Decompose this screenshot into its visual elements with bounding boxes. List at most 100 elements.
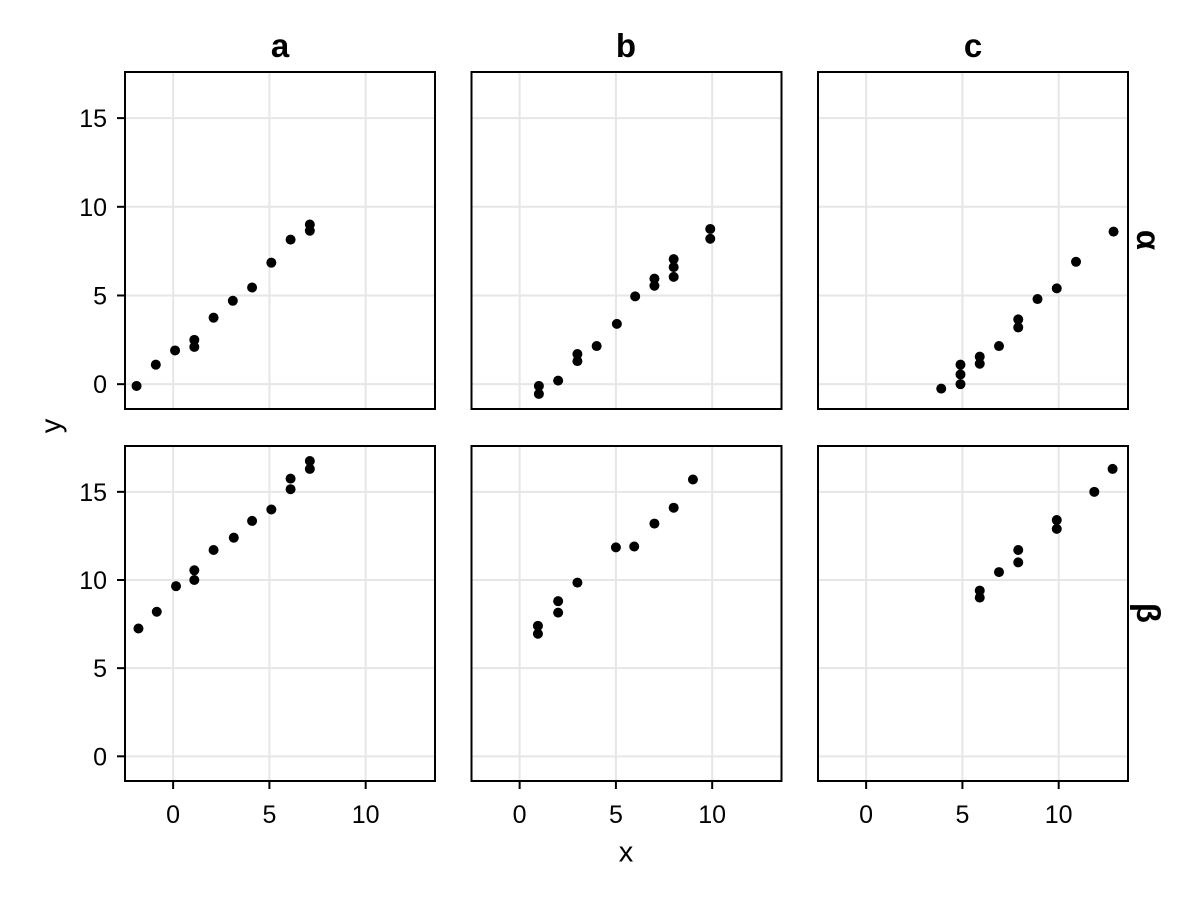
data-point [974, 358, 985, 369]
panel-border-c-β [817, 445, 1129, 782]
data-point [1013, 322, 1024, 333]
data-point [591, 341, 602, 352]
data-point [668, 271, 679, 282]
data-point [208, 545, 219, 556]
data-point [553, 596, 564, 607]
data-point [227, 295, 238, 306]
data-point [208, 312, 219, 323]
data-point [532, 620, 543, 631]
data-point [532, 628, 543, 639]
data-point [955, 369, 966, 380]
data-point [189, 575, 200, 585]
data-point [668, 254, 679, 265]
data-point [304, 455, 315, 466]
x-tick-label: 5 [955, 801, 969, 829]
data-point [572, 356, 583, 367]
x-tick-label: 0 [513, 801, 527, 829]
data-point [1071, 256, 1082, 267]
data-point [974, 351, 985, 362]
data-point [1051, 515, 1062, 526]
data-point [247, 282, 258, 293]
data-point [1051, 523, 1062, 534]
data-point [189, 341, 200, 352]
panel-border-b-α [470, 71, 783, 410]
data-point [630, 291, 641, 302]
data-point [131, 380, 142, 391]
x-tick-label: 5 [609, 801, 623, 829]
y-tick-label: 15 [79, 105, 107, 133]
data-point [189, 565, 200, 576]
panel-background-b-α [471, 72, 782, 409]
data-point [1013, 314, 1024, 325]
data-point [974, 592, 985, 603]
y-tick-label: 0 [93, 743, 107, 771]
data-point [955, 359, 966, 370]
data-point [228, 532, 239, 543]
panel-border-a-β [124, 445, 436, 782]
y-tick-label: 15 [79, 479, 107, 507]
data-point [1032, 294, 1043, 305]
data-point [133, 623, 144, 634]
data-point [610, 542, 621, 553]
panel-background-b-β [471, 446, 782, 781]
data-point [285, 473, 296, 484]
data-point [1089, 486, 1100, 497]
data-point [611, 318, 622, 329]
data-point [553, 375, 564, 386]
data-point [1013, 557, 1024, 568]
facet-strip-col-b: b [615, 27, 637, 64]
data-point [189, 334, 200, 345]
data-point [993, 567, 1004, 578]
data-point [993, 341, 1004, 352]
data-point [668, 262, 679, 273]
data-point [151, 606, 162, 617]
data-point [170, 345, 181, 356]
data-point [649, 280, 660, 291]
data-point [285, 484, 296, 495]
data-point [1013, 545, 1024, 556]
y-tick-label: 10 [79, 194, 107, 222]
panel-background-a-β [125, 446, 435, 781]
facet-strip-row-beta: β [1130, 602, 1167, 624]
data-point [1051, 283, 1062, 294]
y-tick-label: 10 [79, 567, 107, 595]
data-point [304, 463, 315, 474]
y-tick-label: 5 [93, 282, 107, 310]
data-point [705, 223, 716, 234]
data-point [629, 541, 640, 552]
x-axis-title: x [618, 836, 634, 869]
data-point [266, 504, 277, 515]
y-axis-title: y [35, 418, 68, 434]
data-point [572, 349, 583, 360]
data-point [649, 273, 660, 284]
panel-background-c-β [818, 446, 1128, 781]
facet-strip-col-a: a [270, 27, 290, 64]
data-point [572, 577, 583, 588]
data-point [668, 502, 679, 513]
y-tick-label: 0 [93, 371, 107, 399]
panel-border-c-α [817, 71, 1129, 410]
panel-background-a-α [125, 72, 435, 409]
data-point [171, 581, 182, 592]
y-tick-label: 5 [93, 655, 107, 683]
data-point [936, 383, 947, 394]
data-point [649, 518, 660, 529]
data-point [533, 388, 544, 399]
x-tick-label: 10 [1045, 801, 1073, 829]
facet-strip-col-c: c [963, 27, 983, 64]
x-tick-label: 10 [352, 801, 380, 829]
data-point [974, 585, 985, 596]
x-tick-label: 0 [166, 801, 180, 829]
panel-background-c-α [818, 72, 1128, 409]
x-tick-label: 0 [859, 801, 873, 829]
panel-border-a-α [124, 71, 436, 410]
data-point [705, 233, 716, 244]
data-point [955, 379, 966, 390]
data-point [247, 515, 258, 526]
data-point [304, 225, 315, 236]
data-point [150, 359, 161, 370]
data-point [266, 257, 277, 268]
data-point [285, 234, 296, 245]
